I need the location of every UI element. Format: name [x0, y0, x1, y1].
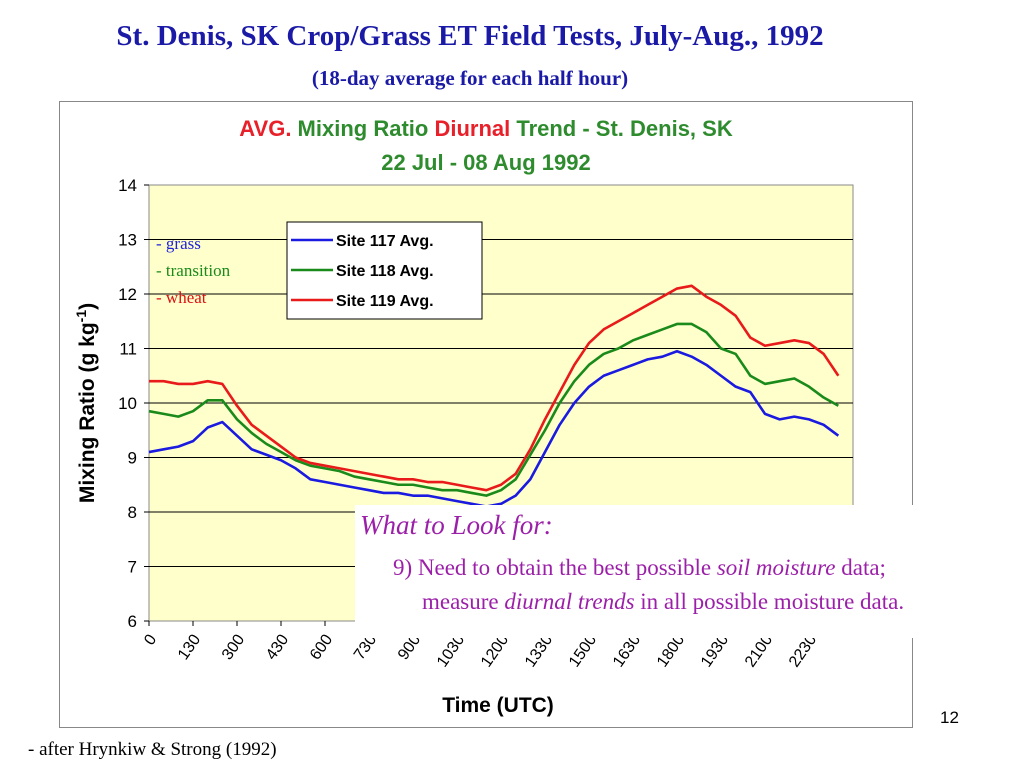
chart-title-part-2: Diurnal	[434, 116, 510, 141]
callout-line-1-post: data;	[835, 555, 886, 580]
x-tick-label-130: 130	[175, 631, 204, 663]
series-line-3	[149, 284, 840, 492]
callout-line-1-pre: 9) Need to obtain the best possible	[393, 555, 717, 580]
callout-box: What to Look for: 9) Need to obtain the …	[355, 505, 1024, 638]
series-line-2	[148, 322, 839, 497]
y-tick-label-10: 10	[118, 394, 137, 413]
chart-title-line-2: 22 Jul - 08 Aug 1992	[381, 150, 591, 175]
x-tick-label-300: 300	[219, 631, 248, 663]
callout-line-2-post: in all possible moisture data.	[634, 589, 905, 614]
y-tick-label-8: 8	[128, 503, 137, 522]
y-tick-label-11: 11	[119, 340, 137, 359]
y-tick-label-7: 7	[128, 558, 137, 577]
annotation-1: - grass	[156, 234, 201, 253]
x-tick-label-0: 0	[141, 631, 160, 648]
chart-frame: AVG. Mixing Ratio Diurnal Trend - St. De…	[59, 101, 913, 728]
legend-label-1: Site 117 Avg.	[336, 233, 434, 250]
x-tick-label-430: 430	[263, 631, 292, 663]
callout-line-1-emphasis: soil moisture	[716, 555, 836, 580]
callout-line-2-pre: measure	[422, 589, 505, 614]
slide-title: St. Denis, SK Crop/Grass ET Field Tests,…	[116, 20, 824, 52]
chart-title-part-1: Mixing Ratio	[291, 116, 434, 141]
annotation-3: - wheat	[156, 288, 207, 307]
y-tick-label-14: 14	[118, 176, 137, 195]
source-note: - after Hrynkiw & Strong (1992)	[28, 739, 277, 760]
callout-line-1: 9) Need to obtain the best possible soil…	[393, 555, 886, 581]
y-tick-label-12: 12	[118, 285, 137, 304]
callout-line-2-emphasis: diurnal trends	[504, 589, 635, 614]
annotation-2: - transition	[156, 261, 231, 280]
y-tick-label-9: 9	[128, 449, 137, 468]
y-tick-label-13: 13	[118, 231, 137, 250]
slide-subtitle: (18-day average for each half hour)	[311, 66, 629, 90]
chart-title-line-1: AVG. Mixing Ratio Diurnal Trend - St. De…	[239, 116, 733, 141]
callout-line-2: measure diurnal trends in all possible m…	[422, 589, 904, 615]
y-tick-label-6: 6	[128, 612, 137, 631]
y-axis-title: Mixing Ratio (g kg-1)	[73, 303, 99, 503]
chart-title-part-0: AVG.	[239, 116, 291, 141]
x-tick-label-600: 600	[307, 631, 336, 663]
chart-title-part-3: Trend - St. Denis, SK	[510, 116, 733, 141]
x-axis-title: Time (UTC)	[442, 694, 554, 717]
legend-label-2: Site 118 Avg.	[336, 263, 434, 280]
callout-heading: What to Look for:	[360, 510, 553, 540]
legend-label-3: Site 119 Avg.	[336, 293, 434, 310]
page-number: 12	[940, 708, 959, 727]
